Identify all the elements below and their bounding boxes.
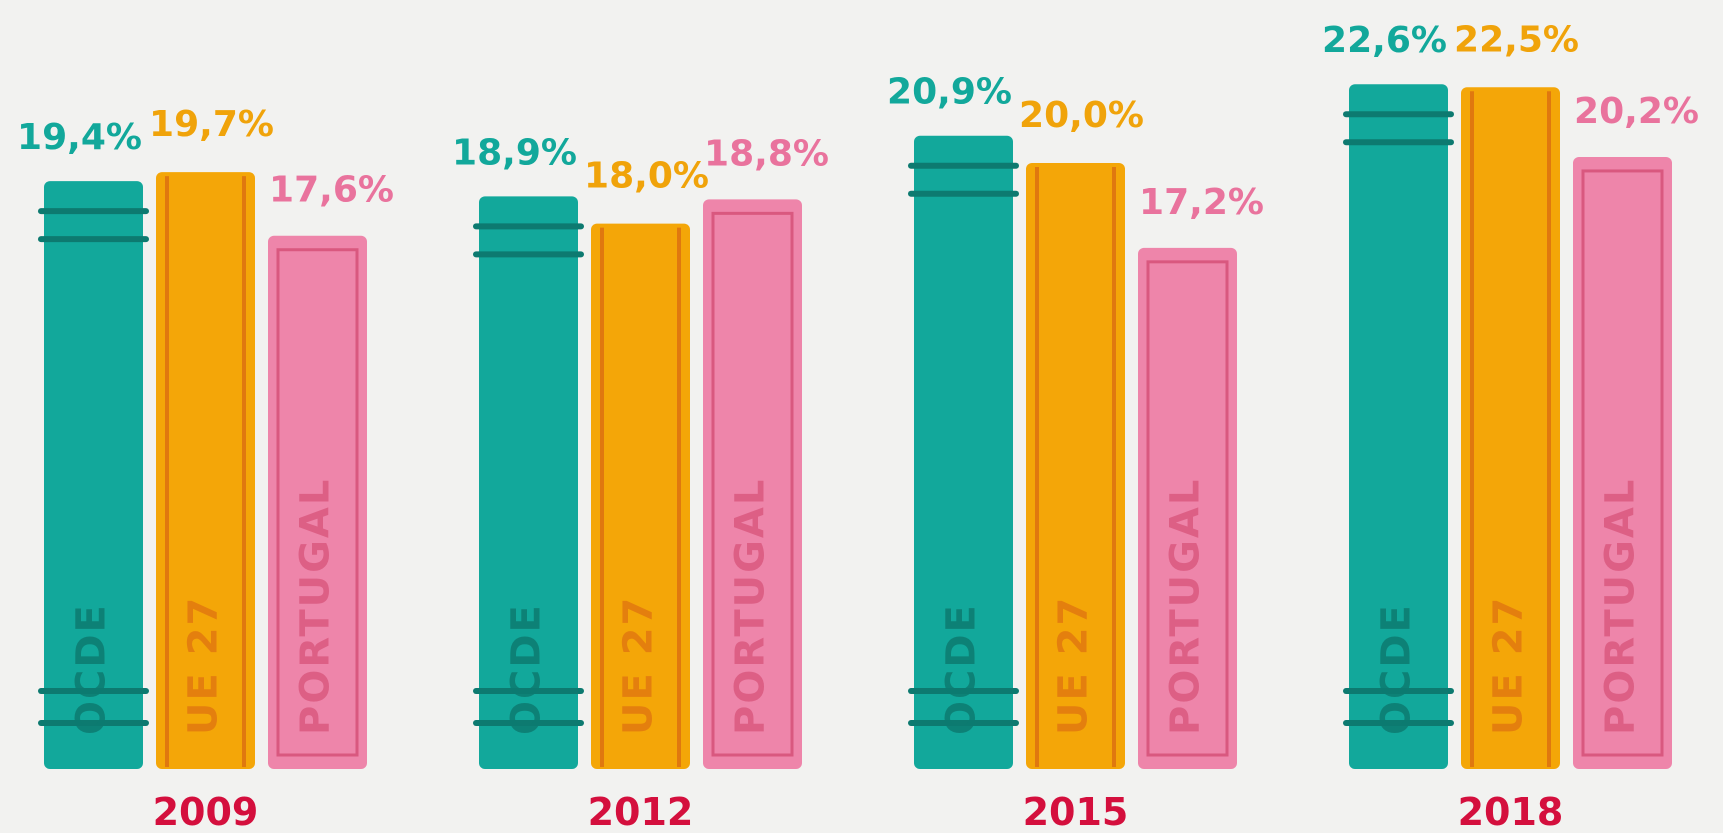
value-label: 18,8% xyxy=(704,133,829,174)
value-label: 19,4% xyxy=(17,117,142,158)
page: {"chart_data": {"type": "bar", "categori… xyxy=(0,0,1723,833)
x-tick-label: 2018 xyxy=(1458,790,1564,833)
book-title: UE 27 xyxy=(616,596,662,735)
value-label: 20,0% xyxy=(1019,95,1144,136)
book-title: PORTUGAL xyxy=(293,478,339,735)
book-title: OCDE xyxy=(504,603,550,735)
value-label: 22,6% xyxy=(1322,20,1447,61)
value-label: 17,6% xyxy=(269,170,394,211)
book-title: UE 27 xyxy=(1486,596,1532,735)
x-tick-label: 2009 xyxy=(153,790,259,833)
chart: OCDE 19,4% UE 27 19,7% PORTUGAL 17,6% 2009 OCDE… xyxy=(0,0,1723,833)
book-title: OCDE xyxy=(1374,603,1420,735)
value-label: 20,9% xyxy=(887,72,1012,113)
book-title: UE 27 xyxy=(181,596,227,735)
value-label: 17,2% xyxy=(1139,182,1264,223)
book-title: UE 27 xyxy=(1051,596,1097,735)
book-title: OCDE xyxy=(939,603,985,735)
value-label: 20,2% xyxy=(1574,91,1699,132)
value-label: 18,0% xyxy=(584,156,709,197)
value-label: 19,7% xyxy=(149,104,274,145)
book-title: PORTUGAL xyxy=(728,478,774,735)
x-tick-label: 2015 xyxy=(1023,790,1129,833)
value-label: 22,5% xyxy=(1454,19,1579,60)
book-title: PORTUGAL xyxy=(1598,478,1644,735)
book-title: OCDE xyxy=(69,603,115,735)
book-title: PORTUGAL xyxy=(1163,478,1209,735)
value-label: 18,9% xyxy=(452,132,577,173)
x-tick-label: 2012 xyxy=(588,790,694,833)
